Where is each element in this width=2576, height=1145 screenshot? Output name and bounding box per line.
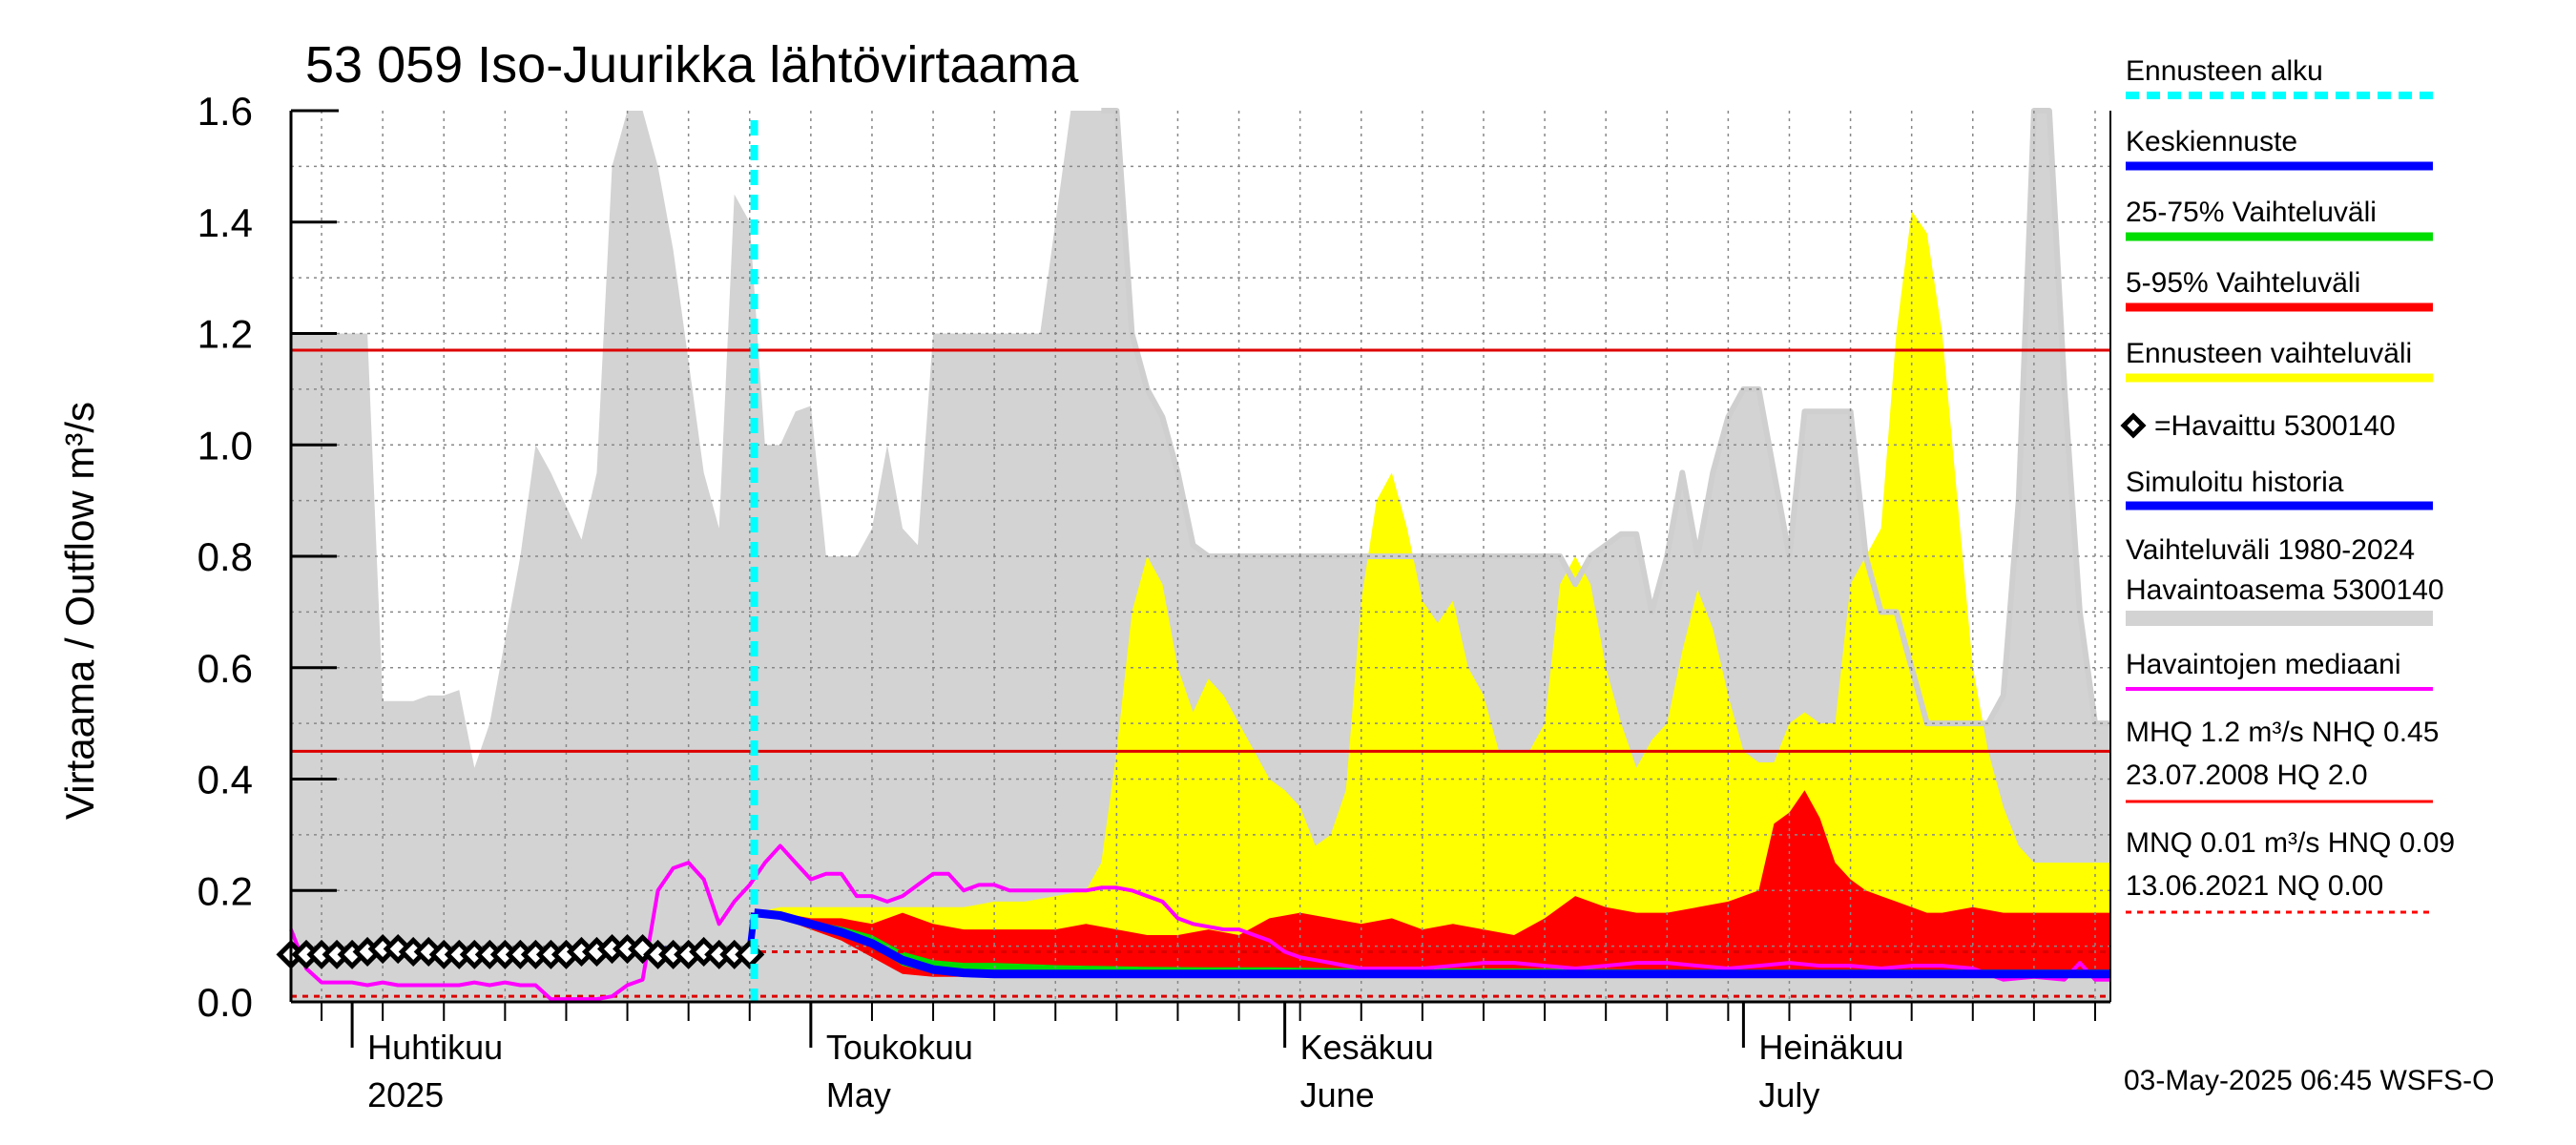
legend-label: Keskiennuste [2126, 126, 2297, 157]
mean-forecast-line [754, 908, 2110, 979]
x-month-sublabel: July [1758, 1075, 1819, 1114]
forecast-range-band [754, 211, 2110, 974]
legend-label: Havaintojen mediaani [2126, 649, 2401, 680]
legend-label: 5-95% Vaihteluväli [2126, 267, 2360, 299]
x-month-label: Heinäkuu [1758, 1028, 1903, 1067]
x-month-label: Toukokuu [826, 1028, 973, 1067]
y-axis-label: Virtaama / Outflow m³/s [57, 402, 102, 820]
plot-area [276, 108, 2110, 1002]
x-month-label: Kesäkuu [1300, 1028, 1434, 1067]
legend-label: =Havaittu 5300140 [2154, 410, 2396, 442]
median-line [289, 843, 2110, 1002]
x-month-sublabel: June [1300, 1075, 1375, 1114]
x-month-sublabel: 2025 [367, 1075, 444, 1114]
footer-timestamp: 03-May-2025 06:45 WSFS-O [2124, 1065, 2495, 1096]
y-tick-label: 1.0 [197, 423, 253, 468]
legend-label: MHQ 1.2 m³/s NHQ 0.45 [2126, 717, 2439, 748]
x-month-sublabel: May [826, 1075, 891, 1114]
legend-label: Ennusteen vaihteluväli [2126, 338, 2412, 369]
legend-label: Vaihteluväli 1980-2024 [2126, 534, 2415, 566]
y-tick-label: 0.6 [197, 646, 253, 691]
y-tick-label: 0.2 [197, 868, 253, 913]
y-tick-label: 0.8 [197, 534, 253, 579]
y-tick-label: 0.4 [197, 758, 253, 802]
y-tick-label: 1.4 [197, 200, 253, 245]
chart-title: 53 059 Iso-Juurikka lähtövirtaama [305, 36, 1079, 94]
legend: Ennusteen alku Keskiennuste 25-75% Vaihtel… [2120, 55, 2455, 914]
legend-label: Havaintoasema 5300140 [2126, 574, 2444, 606]
y-tick-label: 1.2 [197, 312, 253, 357]
legend-label: Ennusteen alku [2126, 55, 2323, 87]
axes: 0.0 0.2 0.4 0.6 0.8 1.0 1.2 1.4 1.6 Huhtikuu 2025 T… [197, 89, 2111, 1114]
legend-label: 13.06.2021 NQ 0.00 [2126, 870, 2383, 902]
legend-label: MNQ 0.01 m³/s HNQ 0.09 [2126, 827, 2455, 859]
y-tick-label: 1.6 [197, 89, 253, 134]
legend-swatch [2126, 611, 2433, 626]
legend-label: 25-75% Vaihteluväli [2126, 197, 2377, 228]
legend-marker [2120, 412, 2147, 439]
x-month-label: Huhtikuu [367, 1028, 503, 1067]
range-5-95-band [754, 790, 2110, 977]
legend-label: 23.07.2008 HQ 2.0 [2126, 760, 2368, 791]
y-tick-label: 0.0 [197, 980, 253, 1025]
legend-label: Simuloitu historia [2126, 467, 2344, 498]
